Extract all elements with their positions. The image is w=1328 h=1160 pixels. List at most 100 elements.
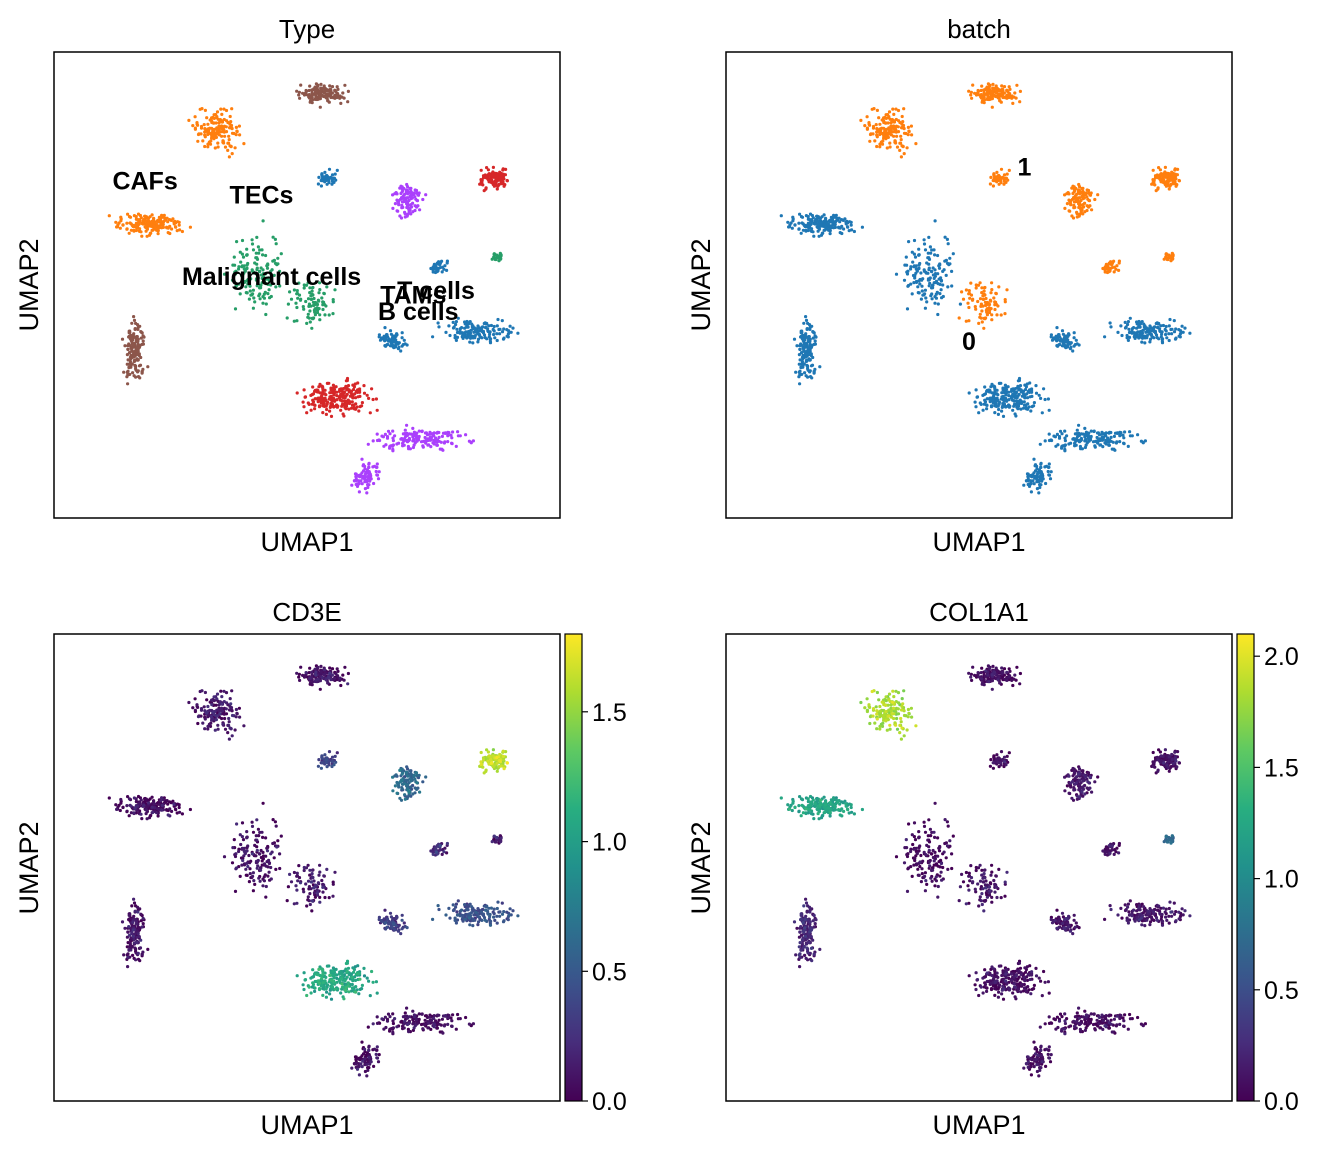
data-point [426, 1026, 430, 1030]
data-point [299, 83, 303, 87]
data-point [779, 214, 783, 218]
data-point [216, 727, 220, 731]
data-point [493, 336, 497, 340]
data-point [366, 471, 370, 475]
data-point [308, 84, 312, 88]
data-point [898, 141, 902, 145]
data-point [132, 332, 136, 336]
data-point [494, 177, 498, 182]
data-point [391, 436, 395, 440]
data-point [121, 223, 125, 227]
data-point [114, 803, 118, 807]
data-point [816, 222, 820, 226]
data-point [307, 88, 311, 93]
data-point [346, 89, 350, 93]
data-point [997, 89, 1001, 93]
data-point [397, 345, 401, 349]
data-point [342, 96, 346, 100]
data-point [247, 880, 251, 884]
data-point [212, 695, 216, 699]
data-point [969, 281, 973, 285]
data-point [361, 1052, 366, 1056]
data-point [363, 477, 367, 481]
data-point [304, 671, 308, 675]
data-point [245, 861, 249, 866]
data-point [226, 148, 230, 152]
data-point [813, 222, 817, 226]
data-point [476, 337, 481, 341]
data-point [127, 913, 131, 918]
data-point [1027, 390, 1032, 394]
data-point [1063, 206, 1067, 210]
data-point [146, 947, 150, 952]
data-point [1011, 387, 1015, 391]
data-point [125, 227, 129, 231]
data-point [327, 313, 331, 317]
data-point [426, 437, 430, 441]
data-point [120, 337, 125, 341]
data-point [468, 320, 472, 324]
data-point [974, 405, 978, 409]
data-point [310, 670, 314, 674]
data-point [311, 400, 316, 404]
data-point [849, 223, 853, 227]
data-point [992, 86, 996, 90]
data-point [408, 194, 412, 199]
data-point [264, 282, 268, 286]
data-point [471, 439, 475, 443]
data-point [239, 273, 244, 278]
data-point [454, 338, 458, 342]
data-point [131, 343, 135, 347]
data-point [999, 181, 1003, 185]
data-point [307, 316, 311, 320]
data-point [1109, 435, 1113, 439]
data-point [331, 312, 335, 316]
data-point [911, 260, 915, 264]
data-point [1164, 332, 1168, 337]
data-point [246, 864, 250, 869]
data-point [873, 139, 877, 143]
data-point [132, 358, 137, 362]
data-point [346, 682, 350, 686]
data-point [150, 805, 154, 809]
data-point [400, 344, 404, 348]
data-point [141, 916, 145, 921]
data-point [235, 240, 239, 244]
data-point [355, 474, 359, 478]
data-point [114, 220, 118, 224]
data-point [988, 390, 992, 394]
data-point [338, 96, 342, 100]
data-point [991, 82, 995, 86]
data-point [1029, 490, 1033, 494]
data-point [982, 293, 987, 297]
data-point [129, 363, 133, 367]
data-point [496, 184, 500, 188]
data-point [128, 355, 132, 359]
data-point [271, 235, 275, 239]
data-point [160, 803, 164, 808]
data-point [161, 224, 165, 228]
data-point [1174, 336, 1178, 340]
data-point [197, 132, 201, 136]
data-point [818, 365, 822, 369]
data-point [1000, 405, 1004, 409]
data-point [302, 405, 306, 409]
data-point [933, 253, 937, 257]
data-point [323, 388, 327, 392]
data-point [1002, 179, 1007, 183]
data-point [934, 296, 939, 300]
data-point [431, 434, 435, 438]
data-point [279, 252, 283, 256]
data-point [1140, 320, 1144, 324]
data-point [133, 327, 137, 331]
data-point [328, 666, 332, 670]
data-point [339, 387, 343, 391]
data-point [1140, 340, 1144, 344]
data-point [216, 145, 220, 149]
data-point [259, 286, 263, 290]
data-point [240, 264, 244, 268]
data-point [1119, 324, 1123, 328]
data-point [234, 133, 238, 137]
data-point [298, 881, 303, 885]
data-point [222, 855, 227, 859]
